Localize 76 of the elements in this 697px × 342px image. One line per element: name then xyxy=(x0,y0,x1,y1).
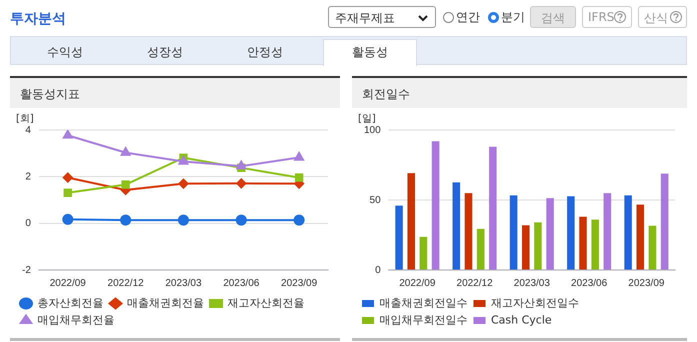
legend-label: 매출채권회전율 xyxy=(127,296,204,310)
legend-label: 총자산회전율 xyxy=(38,296,104,310)
x-tick-label: 2022/12 xyxy=(456,278,494,289)
bar xyxy=(604,193,612,270)
point xyxy=(178,156,188,165)
bar xyxy=(567,196,575,270)
text: 주재무제표 xyxy=(328,6,436,28)
x-tick-label: 2023/03 xyxy=(165,278,202,289)
x-tick-label: 2023/09 xyxy=(628,278,665,289)
point xyxy=(236,160,246,170)
bar xyxy=(407,173,416,270)
y-axis-title: [회] xyxy=(16,114,34,125)
legend-label: 매입채무회전일수 xyxy=(380,313,468,326)
point xyxy=(236,178,246,188)
bar xyxy=(522,225,530,270)
point xyxy=(294,173,304,182)
chart-title: 회전일수 xyxy=(352,76,687,108)
bar xyxy=(420,236,428,270)
legend-label: 매입채무회전율 xyxy=(38,313,114,326)
text: 활동성 xyxy=(351,44,389,61)
text: 수익성 xyxy=(46,44,84,61)
x-tick-label: 2022/09 xyxy=(399,278,436,289)
y-tick-label: 0 xyxy=(25,218,32,230)
bar xyxy=(476,228,484,270)
text: 검색 xyxy=(530,6,576,28)
point xyxy=(64,188,72,197)
text: 성장성 xyxy=(146,44,184,61)
bar xyxy=(395,206,403,270)
legend-label: 재고자산회전일수 xyxy=(491,296,579,310)
bar xyxy=(591,220,599,270)
y-tick-label: 4 xyxy=(25,124,32,136)
x-tick-label: 2023/06 xyxy=(571,278,608,289)
bar xyxy=(489,146,497,270)
bar xyxy=(432,141,440,270)
bar xyxy=(452,182,460,270)
text: 투자분석 xyxy=(10,10,66,28)
chart-title: 활동성지표 xyxy=(10,76,340,108)
point xyxy=(62,130,73,139)
point xyxy=(120,214,132,226)
bar xyxy=(546,198,554,270)
x-tick-label: 2022/12 xyxy=(108,278,144,289)
bar xyxy=(636,204,644,270)
point xyxy=(236,214,247,226)
legend-label: 재고자산회전율 xyxy=(228,296,304,310)
text: 안정성 xyxy=(246,44,284,61)
bar xyxy=(579,216,587,270)
bar xyxy=(510,195,518,270)
x-tick-label: 2023/09 xyxy=(281,278,318,289)
y-tick-label: 50 xyxy=(370,194,382,206)
legend-label: Cash Cycle xyxy=(491,313,552,326)
point xyxy=(178,214,189,226)
y-axis-title: [일] xyxy=(358,114,376,125)
bar xyxy=(624,195,632,270)
x-tick-label: 2022/09 xyxy=(50,278,86,289)
text: IFRS xyxy=(582,6,632,28)
point xyxy=(62,172,73,183)
y-tick-label: 100 xyxy=(364,124,382,136)
bar xyxy=(464,193,472,270)
text: 분기 xyxy=(501,9,525,26)
point xyxy=(294,214,305,226)
x-tick-label: 2023/06 xyxy=(223,278,260,289)
point xyxy=(178,178,188,189)
point xyxy=(121,180,130,189)
text: 연간 xyxy=(456,9,480,26)
point xyxy=(294,152,304,161)
bar xyxy=(648,226,656,270)
bar xyxy=(534,222,542,270)
y-tick-label: -2 xyxy=(22,264,32,276)
x-tick-label: 2023/03 xyxy=(514,278,550,289)
y-tick-label: 0 xyxy=(375,264,382,276)
point xyxy=(62,214,74,225)
text: 산식 xyxy=(638,6,687,28)
y-tick-label: 2 xyxy=(25,171,32,182)
legend-label: 매출채권회전일수 xyxy=(380,296,468,310)
point xyxy=(120,147,131,156)
bar xyxy=(660,174,668,270)
